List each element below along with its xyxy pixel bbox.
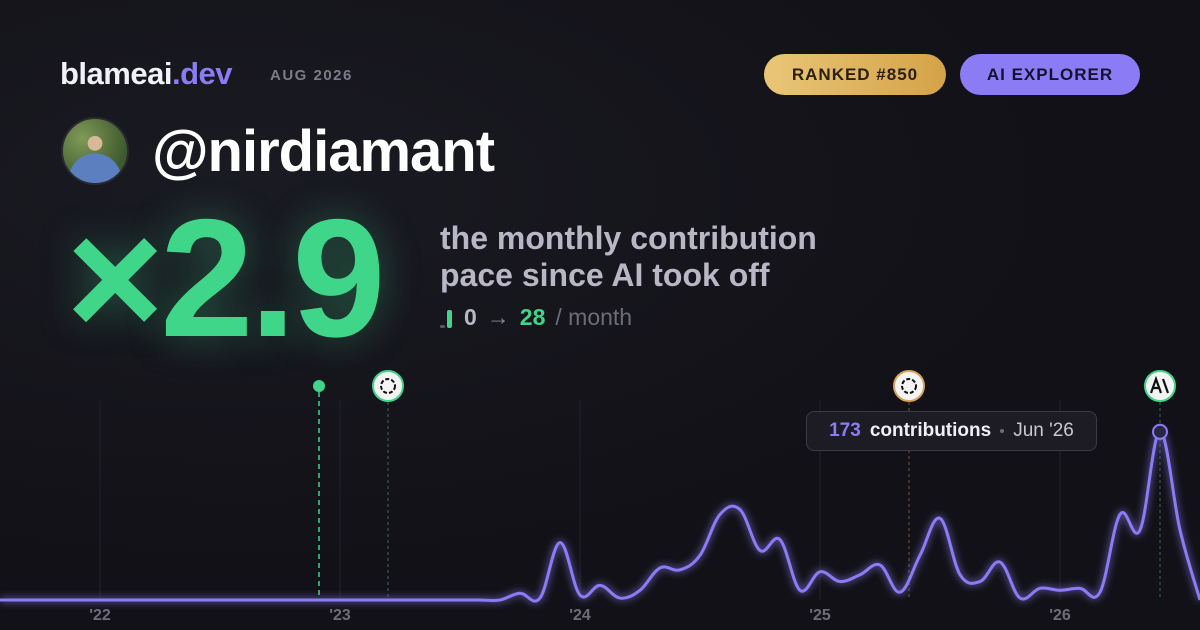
tooltip: 173 contributions Jun '26: [806, 411, 1097, 451]
tooltip-label: contributions: [869, 420, 992, 441]
tooltip-value: 173: [829, 420, 861, 441]
handle: @nirdiamant: [152, 119, 495, 184]
peak-marker: [1152, 423, 1168, 440]
brand: blameai.dev: [60, 56, 232, 92]
tooltip-date: Jun '26: [1013, 420, 1074, 441]
openai-icon: [372, 370, 404, 402]
explorer-badge: AI EXPLORER: [960, 54, 1140, 95]
avatar: [61, 117, 129, 185]
description-line: pace since AI took off: [440, 257, 770, 293]
brand-name: blameai: [60, 56, 172, 91]
line: [0, 430, 1200, 603]
arrow: →: [486, 304, 510, 330]
x-tick-label: '24: [569, 607, 591, 624]
unit: / month: [555, 304, 633, 330]
x-tick-label: '22: [89, 607, 111, 624]
brand-tld: .dev: [171, 56, 233, 91]
x-tick-label: '23: [329, 607, 351, 624]
anthropic-glyph: [1149, 375, 1170, 394]
date: AUG 2026: [270, 67, 353, 84]
anthropic-icon: [1144, 370, 1176, 402]
from-value: 0: [464, 304, 477, 330]
to-value: 28: [519, 304, 546, 330]
openai-icon: [893, 370, 925, 402]
openai-glyph: [901, 378, 917, 394]
multiplier: ×2.9: [66, 184, 386, 372]
stats: 0 → 28 / month: [440, 304, 632, 331]
description-line: the monthly contribution: [440, 220, 817, 256]
x-tick-label: '25: [809, 607, 831, 624]
openai-glyph: [380, 378, 396, 394]
rank-badge: RANKED #850: [764, 54, 946, 95]
x-tick-label: '26: [1049, 607, 1071, 624]
spark-icon: [440, 308, 454, 328]
separator: [1000, 429, 1005, 433]
events: [313, 370, 1176, 600]
event-dot: [313, 380, 325, 392]
description: the monthly contribution pace since AI t…: [440, 220, 817, 294]
